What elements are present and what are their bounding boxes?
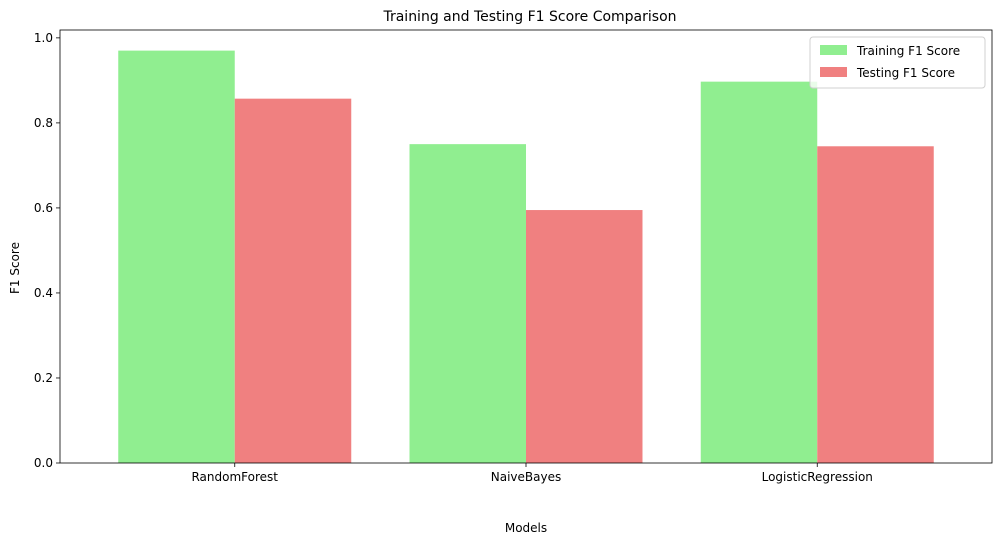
x-axis-label: Models: [505, 521, 547, 535]
y-tick-label: 0.0: [34, 456, 53, 470]
legend-swatch: [820, 67, 847, 77]
legend-swatch: [820, 45, 847, 55]
y-tick-label: 0.8: [34, 116, 53, 130]
bar-testing-f1-score-randomforest: [234, 98, 352, 463]
bar-testing-f1-score-logisticregression: [817, 146, 934, 464]
x-tick-label: RandomForest: [191, 470, 278, 484]
legend-label: Testing F1 Score: [856, 66, 955, 80]
y-axis-label: F1 Score: [8, 242, 22, 294]
legend-box: [809, 36, 986, 89]
x-tick-label: LogisticRegression: [762, 470, 873, 484]
y-tick-label: 1.0: [34, 31, 53, 45]
y-tick-label: 0.2: [34, 371, 53, 385]
plot-area: 0.0 0.2 0.4 0.6 0.8 1.0 RandomForest NaiveBayes…: [34, 29, 993, 484]
y-tick-label: 0.6: [34, 201, 53, 215]
bar-training-f1-score-naivebayes: [409, 144, 526, 463]
bar-training-f1-score-randomforest: [118, 50, 235, 463]
x-tick-label: NaiveBayes: [491, 470, 561, 484]
y-tick-label: 0.4: [34, 286, 53, 300]
legend-label: Training F1 Score: [856, 44, 960, 58]
bar-training-f1-score-logisticregression: [700, 81, 818, 463]
bar-testing-f1-score-naivebayes: [526, 210, 643, 463]
chart-title: Training and Testing F1 Score Comparison: [382, 9, 676, 25]
legend: Training F1 Score Testing F1 Score: [809, 36, 986, 89]
